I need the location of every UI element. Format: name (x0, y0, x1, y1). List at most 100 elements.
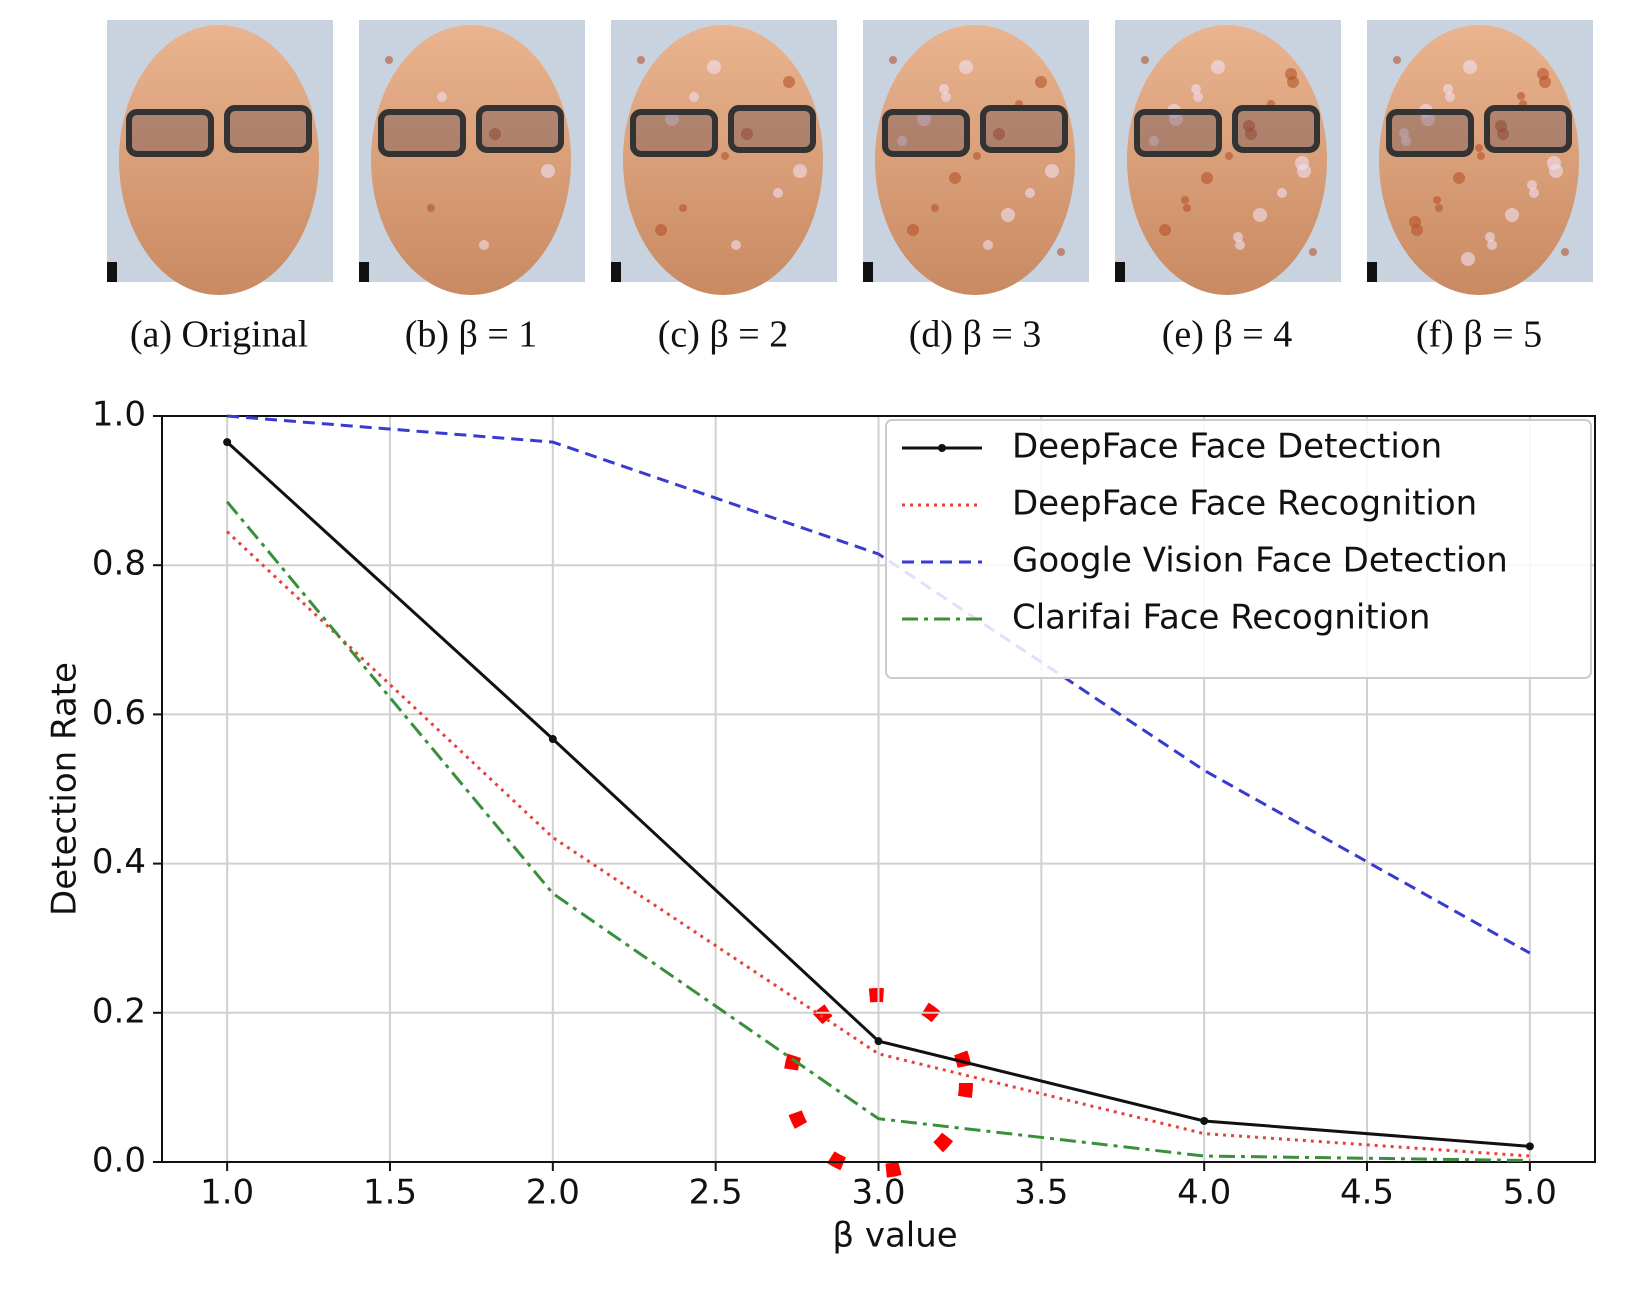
glasses (980, 105, 1068, 153)
noise (1433, 196, 1441, 204)
series-line (226, 530, 1530, 1158)
noise (1201, 172, 1213, 184)
glasses (378, 109, 466, 157)
glasses (1484, 105, 1572, 153)
noise (1487, 240, 1497, 250)
noise (1285, 68, 1297, 80)
y-tick-label: 0.2 (92, 991, 146, 1031)
noise (949, 172, 961, 184)
face (371, 25, 571, 295)
face-image (1367, 20, 1593, 295)
x-tick-label: 1.0 (200, 1173, 254, 1213)
noise (1505, 208, 1519, 222)
noise (689, 92, 699, 102)
legend-label: DeepFace Face Recognition (1012, 484, 1477, 524)
face-row (107, 20, 1593, 295)
caption: (e) β = 4 (1162, 314, 1292, 356)
noise (783, 76, 795, 88)
shadow (611, 262, 621, 282)
noise (993, 128, 1005, 140)
x-axis-label: β value (832, 1216, 957, 1256)
noise (1435, 204, 1443, 212)
face (1127, 25, 1327, 295)
caption: (a) Original (130, 314, 308, 356)
noise (931, 204, 939, 212)
noise (1243, 120, 1255, 132)
noise (1445, 92, 1455, 102)
noise (773, 188, 783, 198)
face-image (863, 20, 1089, 295)
caption: (d) β = 3 (909, 314, 1042, 356)
x-tick-label: 3.5 (1014, 1173, 1068, 1213)
point (1200, 1116, 1209, 1125)
face-image (359, 20, 585, 295)
noise (1309, 248, 1317, 256)
noise (1183, 204, 1191, 212)
noise (1193, 92, 1203, 102)
noise (1537, 68, 1549, 80)
plot-frame (161, 415, 1596, 1163)
noise (1057, 248, 1065, 256)
x-tick-label: 4.0 (1177, 1173, 1231, 1213)
noise (1295, 156, 1309, 170)
noise (1159, 224, 1171, 236)
noise (973, 152, 981, 160)
noise (1517, 92, 1525, 100)
glasses (126, 109, 214, 157)
x-tick-label: 3.0 (851, 1173, 905, 1213)
noise (1191, 84, 1201, 94)
noise (1235, 240, 1245, 250)
shadow (863, 262, 873, 282)
noise (1211, 60, 1225, 74)
noise (889, 56, 897, 64)
y-tick-label: 0.0 (92, 1141, 146, 1181)
noise (1277, 188, 1287, 198)
glasses (1232, 105, 1320, 153)
point (223, 438, 232, 447)
shadow (359, 262, 369, 282)
legend-marker (938, 444, 946, 452)
noise (731, 240, 741, 250)
caption: (c) β = 2 (658, 314, 788, 356)
noise (1181, 196, 1189, 204)
point (874, 1037, 883, 1046)
noise (1495, 120, 1507, 132)
noise (939, 84, 949, 94)
noise (541, 164, 555, 178)
noise (1399, 128, 1409, 138)
noise (1561, 248, 1569, 256)
face-image (1115, 20, 1341, 295)
noise (741, 128, 753, 140)
point (548, 735, 557, 744)
noise (665, 112, 679, 126)
noise (1035, 76, 1047, 88)
shadow (107, 262, 117, 282)
face (875, 25, 1075, 295)
noise (1409, 216, 1421, 228)
noise (1475, 144, 1483, 152)
noise (637, 56, 645, 64)
series-line (227, 414, 1531, 955)
noise (917, 112, 931, 126)
x-tick-label: 2.0 (526, 1173, 580, 1213)
legend-label: Clarifai Face Recognition (1012, 598, 1430, 638)
noise (437, 92, 447, 102)
y-tick-label: 0.6 (92, 693, 146, 733)
noise (1393, 56, 1401, 64)
noise (907, 224, 919, 236)
point (1525, 1142, 1534, 1151)
series-line (225, 500, 1530, 1163)
noise (1025, 188, 1035, 198)
glasses (1134, 109, 1222, 157)
noise (1401, 136, 1411, 146)
face-image (107, 20, 333, 295)
x-tick-label: 1.5 (363, 1173, 417, 1213)
noise (385, 56, 393, 64)
noise (1485, 232, 1495, 242)
glasses (630, 109, 718, 157)
glasses (1386, 109, 1474, 157)
noise (721, 152, 729, 160)
noise (427, 204, 435, 212)
noise (1149, 136, 1159, 146)
